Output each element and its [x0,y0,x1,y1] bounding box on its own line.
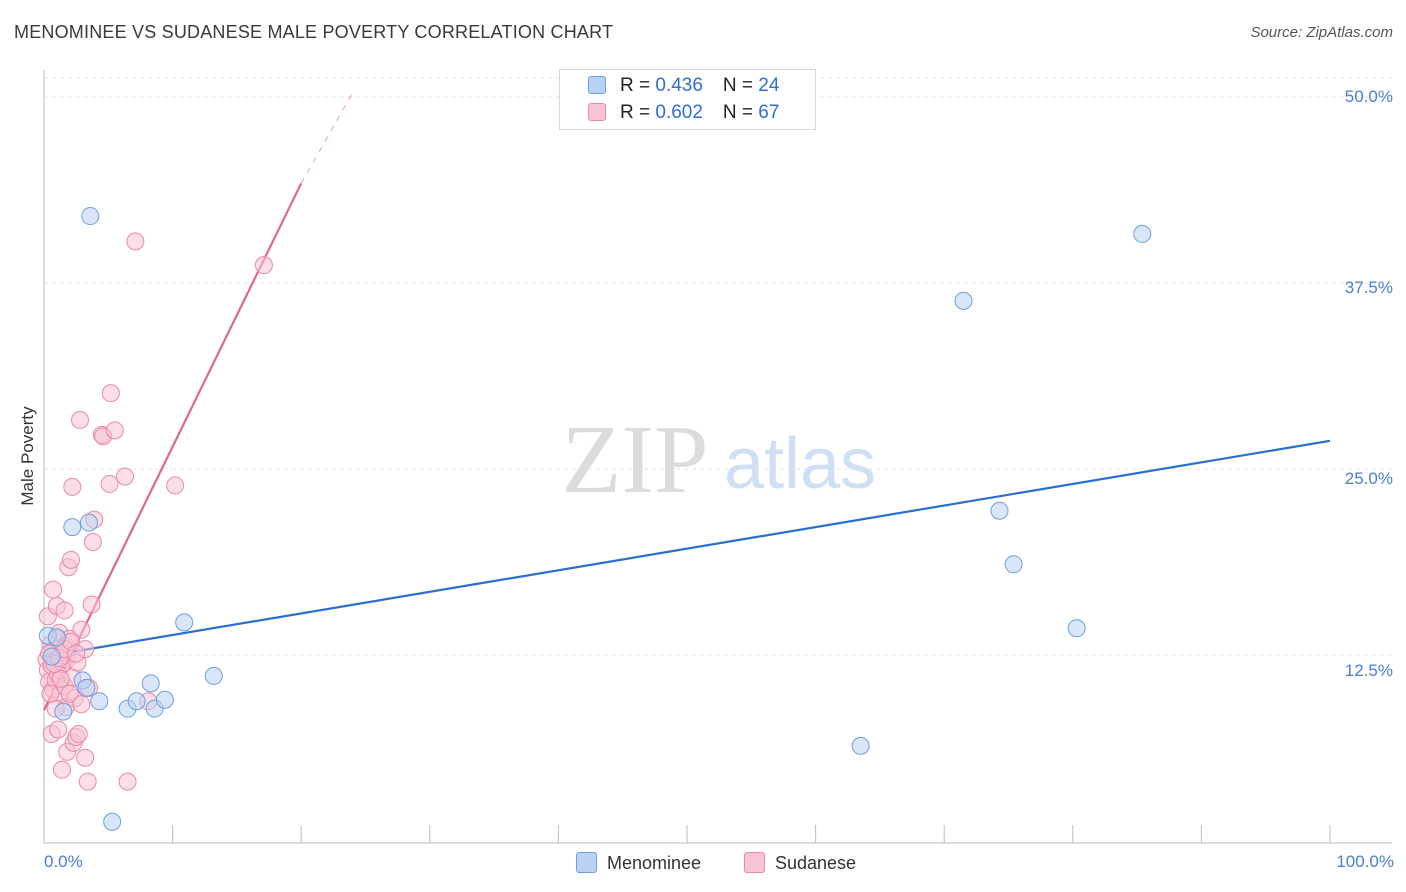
menominee-point [851,736,870,755]
trend-lines [43,92,1331,711]
watermark-zip: ZIP [562,406,709,514]
legend-r-label: R = [620,75,656,96]
menominee-point [155,690,174,709]
y-tick-50: 50.0% [1344,87,1393,106]
bottom-legend-sudanese: Sudanese [744,852,856,874]
legend-n-value-sudanese: 67 [758,102,780,123]
sudanese-point [118,772,137,791]
menominee-point [127,692,146,711]
menominee-legend-swatch [576,852,597,873]
sudanese-legend-swatch [744,852,765,873]
sudanese-trend-extension [300,92,354,184]
y-tick-37-5: 37.5% [1344,278,1393,297]
sudanese-point [82,595,101,614]
gridlines [44,77,1392,656]
sudanese-point [72,620,91,639]
legend-r-label: R = [620,102,656,123]
sudanese-point [72,695,91,714]
sudanese-point [166,476,185,495]
sudanese-point [60,684,79,703]
legend-row-menominee: R = 0.436 N = 24 [588,75,779,101]
sudanese-point [254,256,273,275]
menominee-point [141,674,160,693]
sudanese-point [51,669,70,688]
sudanese-point [126,232,145,251]
sudanese-point [69,724,88,743]
sudanese-swatch [588,103,606,121]
menominee-point [90,692,109,711]
sudanese-point [63,477,82,496]
watermark: ZIP atlas [562,406,877,514]
legend-n-label: N = [722,75,759,96]
chart-title: MENOMINEE VS SUDANESE MALE POVERTY CORRE… [14,22,614,42]
y-axis-label: Male Poverty [18,406,37,506]
sudanese-point [105,421,124,440]
sudanese-point [55,601,74,620]
menominee-point [42,647,61,666]
sudanese-point [44,580,63,599]
menominee-point [1004,555,1023,574]
watermark-atlas: atlas [724,424,876,504]
menominee-legend-label: Menominee [607,853,702,873]
axes [43,70,1392,844]
sudanese-point [41,684,60,703]
bottom-legend-menominee: Menominee [576,852,701,874]
menominee-point [204,666,223,685]
sudanese-point [76,748,95,767]
sudanese-point [116,467,135,486]
menominee-point [63,518,82,537]
menominee-swatch [588,76,606,94]
sudanese-point [49,720,68,739]
sudanese-point [53,760,72,779]
menominee-point [77,678,96,697]
x-tick-max: 100.0% [1336,852,1394,871]
legend-r-value-menominee: 0.436 [655,75,703,96]
menominee-point [47,628,66,647]
y-tick-25: 25.0% [1344,469,1393,488]
menominee-point [1067,619,1086,638]
menominee-point [954,291,973,310]
menominee-trend-line [43,439,1331,658]
menominee-point [54,702,73,721]
data-points [37,207,1152,831]
legend-r-value-sudanese: 0.602 [655,102,703,123]
correlation-legend: R = 0.436 N = 24 R = 0.602 N = 67 [559,69,816,130]
sudanese-point [83,532,102,551]
menominee-point [80,513,99,532]
menominee-point [990,501,1009,520]
sudanese-point [62,550,81,569]
legend-n-label: N = [722,102,759,123]
sudanese-point [78,772,97,791]
sudanese-point [67,644,86,663]
sudanese-legend-label: Sudanese [775,853,857,873]
sudanese-point [101,384,120,403]
menominee-point [103,812,122,831]
menominee-point [175,613,194,632]
sudanese-point [100,474,119,493]
menominee-point [1133,224,1152,243]
y-tick-12-5: 12.5% [1344,661,1393,680]
legend-row-sudanese: R = 0.602 N = 67 [588,102,779,128]
source-label: Source: ZipAtlas.com [1250,24,1393,41]
x-tick-min: 0.0% [44,852,83,871]
sudanese-point [71,410,90,429]
menominee-point [81,207,100,226]
legend-n-value-menominee: 24 [758,75,780,96]
